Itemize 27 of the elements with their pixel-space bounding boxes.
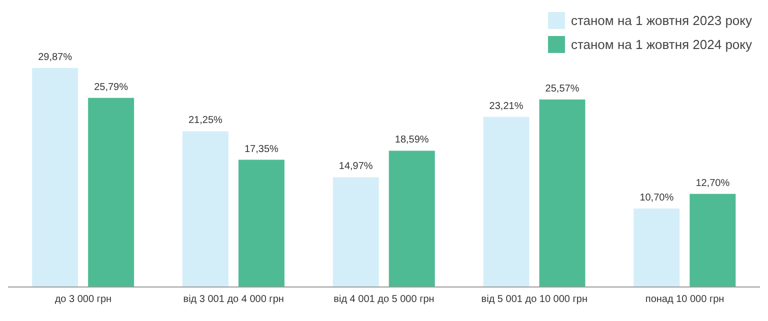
x-tick-label: від 5 001 до 10 000 грн [481,294,588,306]
bar [690,194,736,287]
bar [483,116,530,287]
legend-label: станом на 1 жовтня 2023 року [570,12,752,28]
x-tick-label: від 3 001 до 4 000 грн [183,294,284,306]
bar [32,68,78,287]
data-label: 18,59% [394,134,429,146]
bar [539,100,586,287]
data-label: 25,57% [545,84,580,95]
bar [634,208,680,287]
data-label: 10,70% [640,192,674,204]
data-label: 12,70% [696,178,730,189]
bar [388,150,435,287]
bar [332,177,379,287]
legend-label: станом на 1 жовтня 2024 року [570,36,752,52]
x-tick-label: від 4 001 до 5 000 грн [334,294,434,306]
x-tick-label: понад 10 000 грн [645,294,724,306]
data-label: 14,97% [338,161,373,172]
data-label: 23,21% [489,100,524,112]
x-tick-label: до 3 000 грн [54,294,112,306]
data-label: 17,35% [244,144,279,155]
bar [182,131,228,287]
bar [88,98,134,287]
data-label: 25,79% [94,82,128,93]
bar [238,160,284,287]
data-label: 21,25% [188,115,223,126]
data-label: 29,87% [38,52,72,63]
